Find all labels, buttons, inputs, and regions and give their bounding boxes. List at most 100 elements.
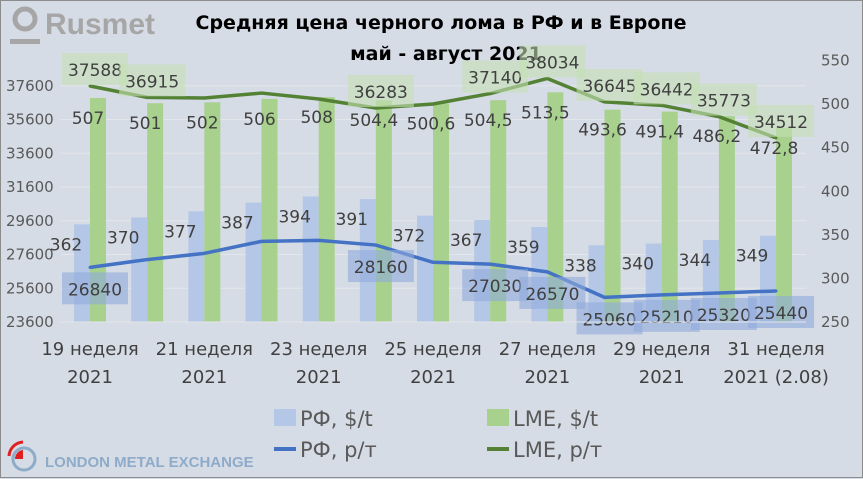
bar-lme-usd — [318, 97, 335, 322]
category-label-year: 2021 — [296, 367, 342, 388]
right-axis-tick: 500 — [821, 95, 850, 113]
data-label-lme-usd: 507 — [72, 109, 104, 129]
data-label-rf-usd: 377 — [164, 222, 196, 242]
data-label-lme-usd: 502 — [186, 113, 218, 133]
data-label-lme-usd: 504,5 — [464, 111, 513, 131]
data-label-rf-rub: 25060 — [582, 310, 636, 330]
point-lme-rub — [202, 96, 206, 100]
data-label-rf-usd: 394 — [278, 207, 310, 227]
rusmet-logo: Rusmet — [10, 6, 155, 44]
data-label-lme-usd: 504,4 — [350, 111, 399, 131]
right-axis-tick: 400 — [821, 182, 850, 200]
left-axis-tick: 31600 — [6, 178, 54, 196]
point-lme-rub — [374, 106, 378, 110]
category-label: 31 неделя — [727, 339, 824, 360]
right-axis-tick: 250 — [821, 313, 850, 331]
point-lme-rub — [88, 84, 92, 88]
point-rf-rub — [545, 270, 549, 274]
bar-lme-usd — [147, 103, 164, 322]
data-label-box-lme-rub — [690, 83, 757, 116]
category-label-year: 2021 — [181, 367, 227, 388]
data-label-box-lme-rub — [633, 72, 700, 105]
point-lme-rub — [488, 92, 492, 96]
data-label-rf-usd: 370 — [107, 228, 139, 248]
chart-title: Средняя цена черного лома в РФ и в Европ… — [196, 12, 687, 34]
point-rf-rub — [374, 243, 378, 247]
data-label-box-lme-rub — [576, 68, 643, 101]
data-label-rf-usd: 359 — [507, 238, 539, 258]
data-label-lme-rub: 35773 — [697, 92, 751, 112]
category-label-year: 2021 — [67, 367, 113, 388]
data-label-lme-usd: 508 — [300, 108, 332, 128]
data-label-rf-usd: 338 — [564, 256, 596, 276]
bar-rf-usd — [188, 211, 205, 322]
data-label-lme-usd: 486,2 — [693, 127, 742, 147]
data-label-rf-rub: 28160 — [354, 258, 408, 278]
left-axis-tick: 29600 — [6, 212, 54, 230]
rusmet-logo-text: Rusmet — [45, 8, 155, 41]
data-label-rf-rub: 26840 — [68, 280, 122, 300]
data-label-lme-rub: 36645 — [582, 77, 636, 97]
data-label-box-rf-rub — [576, 302, 643, 335]
bar-lme-usd — [604, 109, 621, 322]
point-rf-rub — [317, 238, 321, 242]
point-lme-rub — [260, 91, 264, 95]
data-label-box-lme-rub — [519, 45, 586, 78]
data-label-box-lme-rub — [62, 53, 128, 86]
right-axis-tick: 350 — [821, 226, 850, 244]
data-label-box-rf-rub — [519, 276, 586, 309]
point-rf-rub — [603, 295, 607, 299]
data-label-lme-rub: 37140 — [468, 69, 522, 89]
category-label: 19 неделя — [41, 339, 138, 360]
left-axis-tick: 35600 — [6, 111, 54, 129]
data-label-rf-rub: 25320 — [697, 306, 751, 326]
data-label-rf-rub: 25210 — [640, 308, 694, 328]
data-label-box-lme-rub — [748, 104, 815, 137]
point-lme-rub — [774, 136, 778, 140]
data-label-lme-usd: 513,5 — [521, 103, 570, 123]
data-label-lme-rub: 36283 — [354, 83, 408, 103]
left-axis-tick: 25600 — [6, 279, 54, 297]
legend-label-lme-usd: LME, $/t — [513, 407, 598, 431]
data-label-box-rf-rub — [347, 250, 414, 283]
data-label-rf-usd: 344 — [679, 251, 711, 271]
point-rf-rub — [431, 260, 435, 264]
legend: РФ, $/t LME, $/t РФ, р/т LME, р/т — [274, 407, 602, 462]
data-label-lme-usd: 493,6 — [578, 121, 627, 141]
point-rf-rub — [488, 262, 492, 266]
bar-lme-usd — [375, 100, 392, 322]
data-label-box-lme-rub — [347, 75, 414, 108]
data-label-box-rf-rub — [462, 269, 529, 302]
category-label-year: 2021 — [639, 367, 685, 388]
category-label-year: 2021 — [410, 367, 456, 388]
right-axis-tick: 450 — [821, 139, 850, 157]
legend-swatch-rf-usd — [274, 409, 296, 426]
point-rf-rub — [145, 258, 149, 262]
chart-subtitle: май - август 2021 — [350, 43, 542, 65]
lme-logo: LONDON METAL EXCHANGE — [7, 440, 254, 472]
point-rf-rub — [260, 239, 264, 243]
data-label-lme-usd: 500,6 — [407, 115, 456, 135]
data-label-rf-usd: 367 — [450, 231, 482, 251]
legend-label-lme-rub: LME, р/т — [513, 438, 602, 462]
data-label-box-rf-rub — [62, 272, 128, 305]
data-label-rf-usd: 362 — [50, 235, 82, 255]
bar-lme-usd — [547, 92, 564, 323]
bar-rf-usd — [417, 215, 434, 322]
data-label-rf-rub: 25440 — [754, 304, 808, 324]
data-label-rf-usd: 372 — [393, 227, 425, 247]
bar-lme-usd — [661, 111, 678, 322]
data-label-lme-rub: 38034 — [525, 53, 579, 73]
data-label-lme-usd: 491,4 — [635, 123, 684, 143]
point-rf-rub — [717, 291, 721, 295]
category-label: 29 неделя — [613, 339, 710, 360]
data-label-lme-rub: 36442 — [640, 80, 694, 100]
bar-lme-usd — [776, 127, 793, 322]
legend-swatch-lme-usd — [487, 409, 509, 426]
category-label: 25 неделя — [384, 339, 481, 360]
lme-logo-text: LONDON METAL EXCHANGE — [45, 454, 254, 471]
data-label-box-rf-rub — [633, 299, 700, 332]
bar-lme-usd — [718, 116, 735, 322]
